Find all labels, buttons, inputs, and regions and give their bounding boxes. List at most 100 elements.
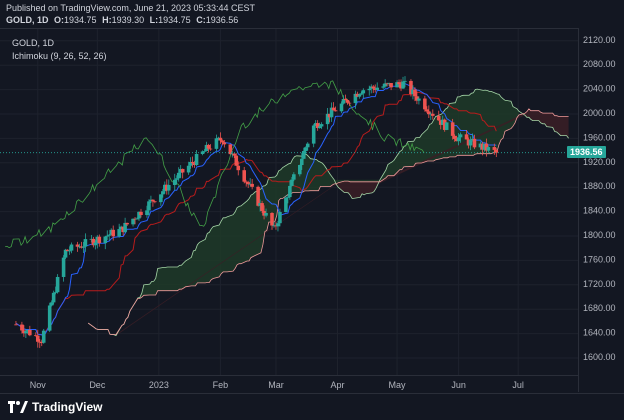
candle-body — [159, 194, 163, 203]
x-tick-label: Jun — [451, 380, 466, 390]
candle-body — [301, 151, 306, 159]
candle-body — [423, 98, 427, 110]
candle-body — [208, 148, 213, 150]
candle-body — [24, 331, 28, 334]
candle-body — [28, 329, 32, 336]
candle-body — [329, 107, 334, 118]
candle-body — [413, 89, 417, 97]
candle-body — [333, 110, 338, 112]
candle-body — [204, 144, 209, 152]
candle-body — [258, 203, 262, 206]
x-tick-label: Dec — [89, 380, 106, 390]
candle-body — [341, 98, 346, 104]
candle-body — [450, 122, 455, 136]
y-tick-label: 1960.00 — [583, 132, 616, 142]
candle-body — [192, 163, 197, 166]
kumo-bearish — [114, 108, 569, 336]
open-key: O: — [54, 15, 65, 25]
candle-body — [242, 170, 247, 182]
candle-body — [288, 185, 292, 198]
candle-body — [264, 212, 268, 216]
time-axis[interactable]: Nov Dec 2023 Feb Mar Apr May Jun Jul — [0, 375, 578, 393]
price-axis[interactable]: 2120.00 2080.00 2040.00 2000.00 1960.00 1920.… — [578, 28, 624, 392]
candle-body — [315, 123, 320, 129]
candle-body — [63, 249, 68, 258]
y-tick-label: 1800.00 — [583, 230, 616, 240]
symbol-label: GOLD, 1D — [6, 15, 49, 25]
ohlc-header: GOLD, 1D O:1934.75 H:1939.30 L:1934.75 C… — [6, 15, 238, 25]
candle-body — [49, 302, 54, 306]
candle-body — [119, 226, 123, 230]
candle-body — [480, 143, 485, 150]
chart-legend[interactable]: GOLD, 1D Ichimoku (9, 26, 52, 26) — [12, 37, 107, 63]
candle-body — [41, 330, 46, 343]
candle-body — [284, 197, 288, 212]
price-chart[interactable] — [0, 29, 578, 393]
candle-body — [69, 244, 74, 251]
candle-body — [139, 211, 143, 215]
candle-body — [65, 249, 70, 251]
candle-body — [151, 199, 155, 202]
candle-body — [272, 225, 276, 227]
candle-body — [472, 138, 477, 148]
candle-body — [359, 93, 364, 95]
candle-body — [91, 238, 96, 246]
low-value: 1934.75 — [158, 15, 191, 25]
candle-body — [403, 80, 407, 82]
candle-body — [494, 149, 499, 153]
candle-body — [286, 197, 290, 198]
candle-body — [14, 324, 18, 326]
candle-body — [438, 120, 443, 125]
candle-body — [89, 238, 94, 240]
candle-body — [166, 184, 171, 191]
y-tick-label: 2080.00 — [583, 59, 616, 69]
candle-body — [131, 218, 135, 225]
candle-body — [180, 168, 185, 173]
candle-body — [107, 234, 112, 236]
y-tick-label: 2000.00 — [583, 108, 616, 118]
candle-body — [431, 113, 435, 116]
chart-pane[interactable] — [0, 28, 578, 393]
candle-body — [125, 222, 129, 225]
candle-body — [389, 83, 393, 88]
candle-body — [206, 144, 211, 149]
candle-body — [117, 229, 121, 237]
candle-body — [232, 153, 237, 156]
candle-body — [401, 81, 405, 89]
candle-body — [34, 335, 38, 337]
candle-body — [35, 335, 40, 342]
candle-body — [470, 138, 475, 141]
candle-body — [343, 98, 348, 101]
x-tick-label: Mar — [268, 380, 284, 390]
candle-body — [79, 246, 84, 248]
high-value: 1939.30 — [111, 15, 145, 25]
x-tick-label: Feb — [213, 380, 229, 390]
candle-body — [214, 138, 219, 149]
legend-symbol[interactable]: GOLD, 1D — [12, 38, 55, 48]
candle-body — [325, 113, 330, 125]
candle-body — [218, 137, 223, 141]
candle-body — [417, 98, 421, 101]
candle-body — [292, 174, 296, 180]
candle-body — [262, 210, 266, 216]
candle-body — [311, 125, 316, 144]
candle-body — [228, 144, 233, 155]
candle-body — [200, 151, 205, 154]
candle-body — [347, 102, 352, 104]
candle-body — [95, 236, 100, 243]
candle-body — [256, 186, 260, 206]
candle-body — [51, 292, 56, 303]
candle-body — [415, 96, 419, 101]
candle-body — [260, 203, 264, 211]
candle-body — [355, 93, 360, 97]
candle-body — [466, 139, 471, 146]
low-key: L: — [149, 15, 159, 25]
tradingview-logo[interactable]: TradingView — [8, 400, 102, 414]
brand-name: TradingView — [32, 400, 103, 414]
candle-body — [456, 137, 461, 142]
candle-body — [411, 89, 415, 95]
candle-body — [345, 100, 350, 103]
candle-body — [147, 201, 151, 211]
legend-indicator[interactable]: Ichimoku (9, 26, 52, 26) — [12, 51, 107, 61]
footer-bar: TradingView — [0, 393, 624, 420]
